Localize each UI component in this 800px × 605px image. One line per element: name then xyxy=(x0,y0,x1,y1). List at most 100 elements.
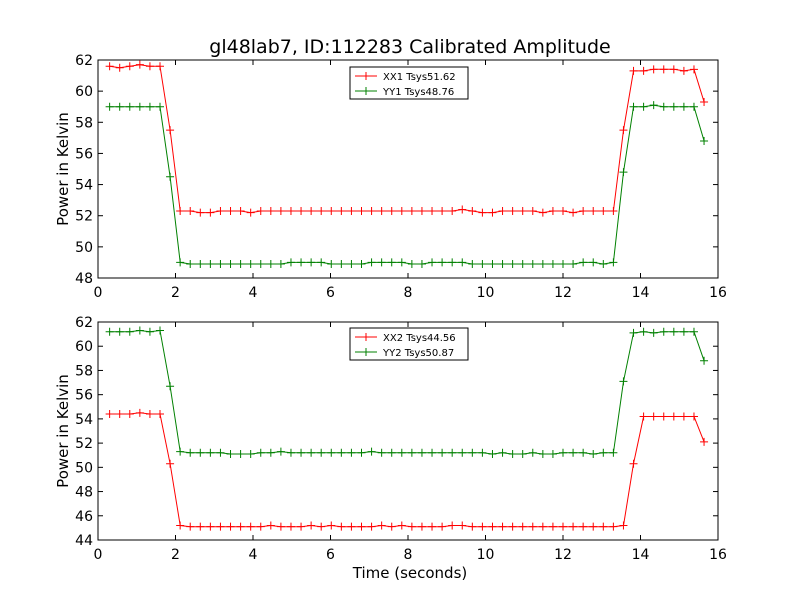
data-point-1-0-8 xyxy=(186,522,195,531)
data-point-0-0-5 xyxy=(156,62,164,71)
data-point-1-0-27 xyxy=(377,521,386,530)
data-point-0-0-49 xyxy=(599,207,608,216)
data-point-0-1-24 xyxy=(347,259,356,268)
data-point-0-0-8 xyxy=(186,207,195,216)
data-point-1-1-18 xyxy=(286,448,295,457)
data-point-1-0-35 xyxy=(458,521,467,530)
data-point-1-1-54 xyxy=(649,328,658,337)
data-point-0-1-31 xyxy=(417,259,426,268)
data-point-1-0-48 xyxy=(589,522,598,531)
x-tick-label-1-2: 4 xyxy=(249,547,258,563)
data-point-0-0-38 xyxy=(488,208,497,217)
data-point-0-0-42 xyxy=(528,207,537,216)
data-point-0-0-15 xyxy=(256,207,265,216)
legend-marker-0-0 xyxy=(362,72,370,80)
data-point-0-0-40 xyxy=(508,207,517,216)
data-point-0-1-56 xyxy=(669,102,678,111)
data-point-0-1-59 xyxy=(700,136,709,145)
data-point-0-0-48 xyxy=(589,207,598,216)
data-point-0-1-9 xyxy=(196,259,205,268)
data-point-1-0-59 xyxy=(700,437,709,446)
data-point-0-0-53 xyxy=(639,66,648,75)
data-point-1-0-53 xyxy=(639,412,648,421)
data-point-0-1-25 xyxy=(357,259,366,268)
data-point-0-0-59 xyxy=(700,98,709,107)
data-point-1-1-20 xyxy=(307,448,316,457)
data-point-0-0-31 xyxy=(417,207,426,216)
data-point-0-1-15 xyxy=(256,259,265,268)
y-tick-label-1-2: 48 xyxy=(75,485,93,501)
x-tick-label-1-8: 16 xyxy=(709,547,727,563)
data-point-1-0-5 xyxy=(156,410,164,419)
legend-label-1-1: YY2 Tsys50.87 xyxy=(382,348,454,359)
legend-label-0-0: XX1 Tsys51.62 xyxy=(383,72,456,83)
data-point-1-1-19 xyxy=(297,448,306,457)
data-point-1-0-22 xyxy=(327,521,336,530)
data-point-1-0-45 xyxy=(559,522,567,531)
data-point-1-1-34 xyxy=(448,448,457,457)
data-point-1-0-46 xyxy=(569,522,578,531)
data-point-1-0-23 xyxy=(337,522,346,531)
data-point-0-0-57 xyxy=(679,66,688,75)
data-point-1-1-48 xyxy=(589,450,598,459)
data-point-0-0-50 xyxy=(609,207,618,216)
data-point-1-1-56 xyxy=(669,327,678,336)
data-point-0-1-41 xyxy=(518,259,527,268)
data-point-0-0-45 xyxy=(559,207,567,216)
x-tick-label-1-4: 8 xyxy=(404,547,413,563)
data-point-0-1-0 xyxy=(105,102,114,111)
x-tick-label-1-0: 0 xyxy=(94,547,103,563)
data-point-0-1-22 xyxy=(327,259,336,268)
data-point-1-1-45 xyxy=(559,448,567,457)
data-point-1-1-28 xyxy=(387,448,396,457)
data-point-1-0-11 xyxy=(216,522,225,531)
data-point-1-0-17 xyxy=(276,522,285,531)
y-tick-label-1-3: 50 xyxy=(75,460,93,476)
x-tick-label-1-1: 2 xyxy=(171,547,180,563)
data-point-1-1-53 xyxy=(639,327,648,336)
data-point-1-1-52 xyxy=(629,328,638,337)
data-point-1-0-20 xyxy=(307,521,316,530)
data-point-1-0-58 xyxy=(689,412,698,421)
data-point-0-0-28 xyxy=(387,207,396,216)
data-point-1-1-44 xyxy=(548,450,557,459)
data-point-0-1-30 xyxy=(407,259,416,268)
data-point-0-0-10 xyxy=(206,208,215,217)
x-tick-label-0-5: 10 xyxy=(477,285,495,301)
data-point-0-0-7 xyxy=(176,207,185,216)
x-tick-label-1-7: 14 xyxy=(632,547,650,563)
data-point-0-0-41 xyxy=(518,207,527,216)
data-point-1-1-3 xyxy=(135,326,144,335)
data-point-1-0-16 xyxy=(266,521,275,530)
y-tick-label-1-5: 54 xyxy=(75,412,93,428)
data-point-1-1-35 xyxy=(458,448,467,457)
data-point-1-1-6 xyxy=(166,382,175,391)
data-point-0-1-14 xyxy=(246,259,255,268)
data-point-1-1-40 xyxy=(508,450,517,459)
data-point-0-1-19 xyxy=(297,258,306,267)
data-point-0-0-2 xyxy=(125,62,134,71)
data-point-0-1-27 xyxy=(377,258,386,267)
data-point-1-1-2 xyxy=(125,327,134,336)
x-tick-label-0-2: 4 xyxy=(249,285,258,301)
data-point-0-1-54 xyxy=(649,101,658,110)
data-point-1-1-22 xyxy=(327,448,336,457)
data-point-0-0-19 xyxy=(297,207,306,216)
data-point-1-0-21 xyxy=(317,522,326,531)
data-point-1-1-9 xyxy=(196,448,205,457)
data-point-0-0-16 xyxy=(266,207,275,216)
data-point-1-0-2 xyxy=(125,410,134,419)
data-point-1-0-3 xyxy=(135,408,144,417)
y-tick-label-0-2: 52 xyxy=(75,209,93,225)
data-point-0-0-35 xyxy=(458,205,467,214)
data-point-1-0-40 xyxy=(508,522,517,531)
data-point-0-1-57 xyxy=(679,102,688,111)
data-point-1-1-8 xyxy=(186,448,195,457)
legend-box-1 xyxy=(349,327,469,361)
top-panel: 0 2 4 6 8 10 12 14 16 48 50 52 54 56 58 60 62 Power in Ke… xyxy=(54,53,727,301)
data-point-1-0-51 xyxy=(619,521,628,530)
data-point-0-0-54 xyxy=(649,65,658,74)
data-point-0-1-43 xyxy=(538,259,547,268)
y-tick-label-1-0: 44 xyxy=(75,533,93,549)
y-axis-label-1: Power in Kelvin xyxy=(54,374,72,488)
